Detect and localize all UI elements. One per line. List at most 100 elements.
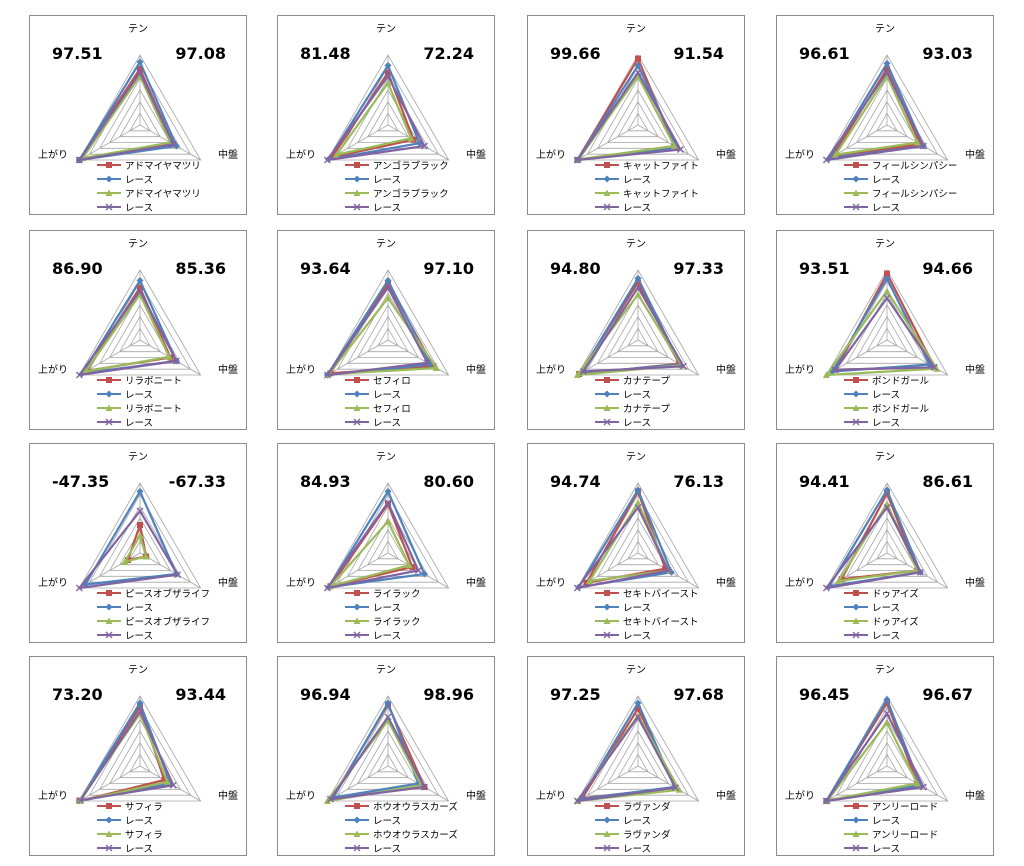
- legend-item: レース: [594, 387, 670, 401]
- grid-ring: [627, 753, 649, 773]
- axis-label-agari: 上がり: [286, 365, 316, 376]
- data-point: [634, 486, 642, 494]
- data-point: [137, 522, 143, 528]
- radar-plot: [573, 482, 700, 592]
- legend-marker: [105, 830, 113, 837]
- legend-item: アドマイヤマツリ: [96, 158, 201, 172]
- right-value: 97.33: [673, 259, 724, 278]
- legend-swatch: [97, 203, 121, 211]
- data-point: [883, 59, 891, 67]
- legend: ピースオブザライフ レース ピースオブザライフ レース: [96, 586, 210, 642]
- legend-item: カナテープ: [594, 401, 670, 415]
- radar-chart-panel: 97.51 97.08 テン 上がり 中盤 アドマイヤマツリ レース アドマイヤマツリ レース: [29, 15, 247, 215]
- data-point: [172, 142, 180, 150]
- legend-marker: [105, 404, 113, 411]
- legend-swatch: [595, 189, 619, 196]
- grid-spoke: [79, 765, 141, 802]
- left-value: 93.51: [799, 259, 850, 278]
- legend-marker: [603, 203, 611, 211]
- legend-label: レース: [872, 390, 901, 401]
- series-line: [123, 534, 148, 563]
- data-point: [136, 707, 144, 715]
- legend-marker: [106, 803, 112, 809]
- data-point: [174, 571, 182, 579]
- data-point: [75, 156, 83, 164]
- legend-swatch: [345, 377, 369, 383]
- data-point: [384, 294, 392, 301]
- legend-item: レース: [344, 813, 458, 827]
- grid-ring: [356, 304, 420, 358]
- data-point: [326, 795, 334, 803]
- axis-label-chuban: 中盤: [218, 365, 238, 376]
- legend-marker: [105, 844, 113, 852]
- legend-marker: [353, 189, 361, 196]
- data-point: [835, 577, 843, 584]
- legend-item: レース: [843, 200, 957, 214]
- grid-ring: [377, 327, 399, 347]
- data-point: [635, 279, 641, 286]
- legend-marker: [603, 631, 611, 639]
- axis-label-agari: 上がり: [785, 578, 815, 589]
- radar-plot: [822, 54, 949, 164]
- legend-item: アドマイヤマツリ: [96, 186, 201, 200]
- data-point: [822, 584, 830, 592]
- legend-marker: [353, 175, 361, 183]
- radar-plot: [323, 482, 450, 592]
- radar-plot: [75, 54, 202, 164]
- axis-label-agari: 上がり: [536, 365, 566, 376]
- series-line: [825, 506, 922, 590]
- axis-label-chuban: 中盤: [466, 791, 486, 802]
- data-point: [573, 584, 581, 592]
- legend-item: フィールシンパシー: [843, 158, 957, 172]
- legend-label: カナテープ: [623, 376, 670, 387]
- series-line: [329, 520, 411, 588]
- legend-marker: [603, 816, 611, 824]
- data-point: [634, 291, 642, 298]
- grid-ring: [576, 482, 700, 589]
- left-value: 94.41: [799, 472, 850, 491]
- axis-label-chuban: 中盤: [965, 365, 985, 376]
- grid-spoke: [79, 124, 141, 161]
- axis-label-ten: テン: [376, 665, 396, 676]
- data-point: [385, 69, 391, 76]
- left-value: 86.90: [52, 259, 103, 278]
- series-line: [579, 701, 676, 801]
- legend-marker: [852, 830, 860, 837]
- grid-ring: [825, 54, 949, 161]
- data-point: [583, 579, 590, 586]
- legend-label: レース: [623, 603, 652, 614]
- axis-label-agari: 上がり: [785, 791, 815, 802]
- series-line: [576, 715, 677, 803]
- legend-marker: [105, 390, 113, 398]
- legend-item: ラヴァンダ: [594, 799, 671, 813]
- legend-item: レース: [344, 387, 411, 401]
- data-point: [883, 696, 891, 703]
- legend-swatch: [844, 830, 868, 837]
- axis-label-agari: 上がり: [38, 150, 68, 161]
- legend-marker: [353, 631, 361, 639]
- left-value: 99.66: [550, 44, 601, 63]
- legend-swatch: [97, 377, 121, 383]
- data-point: [883, 719, 891, 726]
- legend-item: レース: [843, 813, 938, 827]
- series-line: [581, 707, 677, 800]
- legend-marker: [353, 844, 361, 852]
- legend-item: アンゴラブラック: [344, 158, 449, 172]
- legend-swatch: [844, 617, 868, 624]
- legend-label: レース: [872, 175, 901, 186]
- axis-label-agari: 上がり: [38, 791, 68, 802]
- legend-item: セフィロ: [344, 373, 411, 387]
- axis-label-agari: 上がり: [785, 365, 815, 376]
- data-point: [933, 365, 941, 372]
- legend-item: レース: [96, 200, 201, 214]
- data-point: [635, 55, 641, 62]
- series-line: [329, 502, 414, 588]
- series-line: [582, 286, 685, 373]
- legend-item: リラボニート: [96, 401, 182, 415]
- data-point: [662, 565, 669, 572]
- legend-label: キャットファイト: [623, 161, 700, 172]
- axis-label-ten: テン: [128, 665, 148, 676]
- legend-label: サフィラ: [125, 802, 163, 813]
- legend-marker: [353, 390, 361, 398]
- grid-ring: [606, 304, 670, 358]
